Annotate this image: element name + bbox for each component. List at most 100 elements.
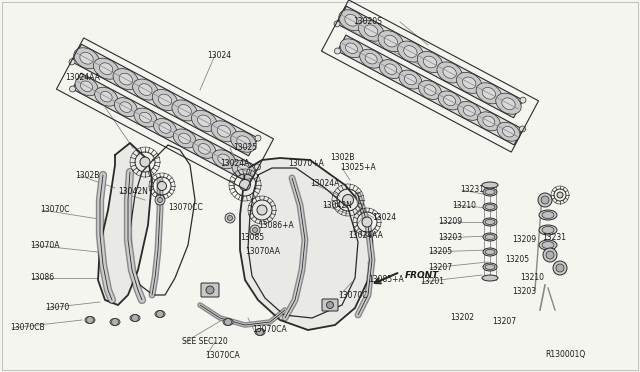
Circle shape — [255, 135, 261, 141]
Ellipse shape — [115, 98, 137, 116]
Ellipse shape — [339, 10, 364, 31]
Text: 13025: 13025 — [233, 144, 257, 153]
Circle shape — [255, 164, 260, 170]
Text: 13070CA: 13070CA — [252, 326, 287, 334]
Text: 13086: 13086 — [30, 273, 54, 282]
Ellipse shape — [399, 70, 422, 89]
Ellipse shape — [113, 68, 138, 90]
Ellipse shape — [85, 317, 95, 324]
Text: 13070C: 13070C — [338, 291, 367, 299]
Ellipse shape — [483, 203, 497, 211]
Circle shape — [538, 193, 552, 207]
Text: 13207: 13207 — [428, 263, 452, 273]
Text: 13210: 13210 — [452, 201, 476, 209]
Ellipse shape — [120, 102, 132, 112]
Ellipse shape — [93, 58, 119, 79]
Ellipse shape — [95, 87, 118, 106]
Circle shape — [206, 286, 214, 294]
Ellipse shape — [81, 81, 93, 92]
Ellipse shape — [483, 218, 497, 226]
Text: 13070AA: 13070AA — [245, 247, 280, 257]
Ellipse shape — [539, 240, 557, 250]
Ellipse shape — [223, 318, 233, 326]
Text: 13024: 13024 — [372, 214, 396, 222]
Text: 13231: 13231 — [542, 234, 566, 243]
Circle shape — [239, 180, 250, 190]
Text: 13086+A: 13086+A — [258, 221, 294, 230]
Ellipse shape — [178, 105, 191, 116]
Circle shape — [157, 311, 163, 317]
Polygon shape — [337, 35, 522, 145]
Circle shape — [334, 21, 340, 27]
Circle shape — [553, 261, 567, 275]
Text: R130001Q: R130001Q — [545, 350, 585, 359]
Circle shape — [225, 318, 232, 326]
Ellipse shape — [397, 41, 423, 62]
Ellipse shape — [110, 318, 120, 326]
Ellipse shape — [417, 51, 443, 73]
Text: 13231: 13231 — [460, 186, 484, 195]
Circle shape — [70, 86, 76, 92]
Ellipse shape — [385, 64, 397, 74]
Text: 13209: 13209 — [438, 218, 462, 227]
Ellipse shape — [443, 67, 456, 78]
Text: 13203: 13203 — [512, 288, 536, 296]
Circle shape — [157, 198, 163, 202]
Circle shape — [250, 225, 260, 235]
Ellipse shape — [485, 205, 495, 209]
Polygon shape — [72, 73, 257, 183]
Ellipse shape — [502, 98, 515, 110]
Ellipse shape — [482, 275, 498, 281]
Text: 13202: 13202 — [450, 314, 474, 323]
Ellipse shape — [155, 311, 165, 317]
FancyBboxPatch shape — [201, 283, 219, 297]
Ellipse shape — [485, 234, 495, 240]
Ellipse shape — [179, 133, 191, 144]
Ellipse shape — [364, 25, 378, 36]
Ellipse shape — [100, 92, 112, 102]
Circle shape — [342, 195, 353, 205]
Ellipse shape — [132, 79, 158, 100]
Ellipse shape — [134, 108, 157, 127]
Ellipse shape — [172, 100, 197, 121]
Ellipse shape — [497, 122, 520, 141]
Ellipse shape — [173, 129, 196, 148]
Circle shape — [253, 228, 257, 232]
Text: FRONT: FRONT — [405, 270, 439, 279]
Ellipse shape — [74, 48, 99, 69]
Text: 13024: 13024 — [207, 51, 231, 60]
Ellipse shape — [477, 112, 500, 131]
Ellipse shape — [380, 60, 402, 78]
Text: 13085+A: 13085+A — [368, 276, 404, 285]
Text: 13070A: 13070A — [30, 241, 60, 250]
Text: SEE SEC120: SEE SEC120 — [182, 337, 228, 346]
Ellipse shape — [539, 225, 557, 235]
FancyBboxPatch shape — [322, 299, 338, 311]
Ellipse shape — [358, 20, 384, 41]
Ellipse shape — [198, 115, 211, 127]
Ellipse shape — [99, 63, 113, 74]
Ellipse shape — [496, 93, 521, 114]
Text: 13070CA: 13070CA — [205, 350, 240, 359]
Ellipse shape — [483, 188, 497, 196]
Ellipse shape — [485, 250, 495, 254]
Text: 1302B: 1302B — [75, 170, 99, 180]
Ellipse shape — [502, 126, 515, 137]
Text: 13210: 13210 — [520, 273, 544, 282]
Circle shape — [227, 215, 232, 221]
Ellipse shape — [193, 140, 216, 158]
Text: 13209: 13209 — [512, 235, 536, 244]
Text: 13042N: 13042N — [322, 201, 352, 209]
Ellipse shape — [75, 77, 98, 96]
Circle shape — [326, 301, 333, 308]
Circle shape — [111, 318, 118, 326]
Ellipse shape — [340, 39, 363, 58]
Ellipse shape — [458, 102, 481, 120]
Ellipse shape — [476, 83, 502, 104]
Ellipse shape — [542, 212, 554, 218]
Circle shape — [335, 48, 340, 54]
Text: 13025+A: 13025+A — [340, 164, 376, 173]
Ellipse shape — [463, 106, 476, 116]
Text: 13207: 13207 — [492, 317, 516, 327]
Ellipse shape — [152, 90, 178, 110]
